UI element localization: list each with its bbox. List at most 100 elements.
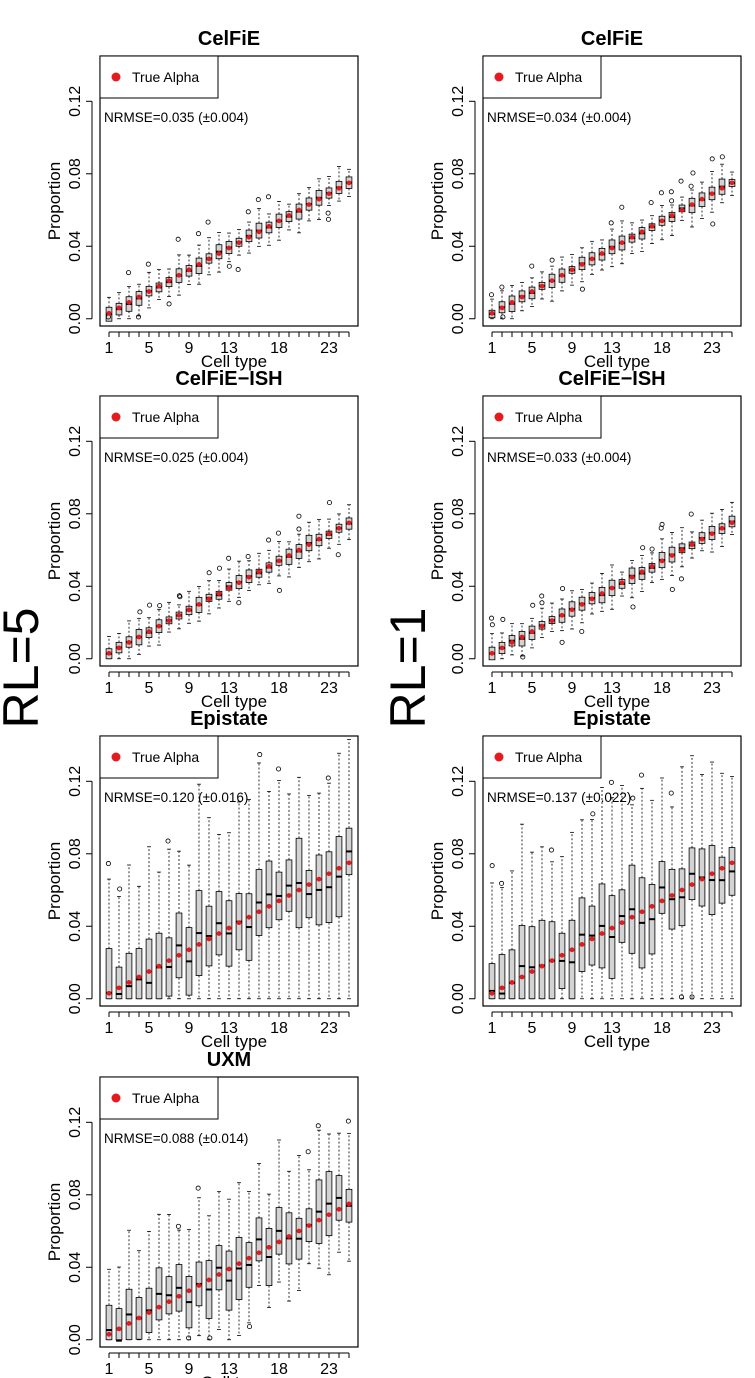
panel-2: CelFiE 0.00 0.04 0.08 0.12 Proportion 1 5 9 13 18 2… [428, 28, 742, 371]
box-cell-6 [538, 593, 546, 638]
true-alpha-point [509, 980, 515, 985]
true-alpha-point [729, 860, 735, 866]
true-alpha-point [579, 941, 585, 947]
x-axis-label: Cell type [201, 692, 267, 711]
box-cell-13 [225, 555, 233, 602]
box-cell-6 [538, 846, 546, 1000]
box-cell-12 [598, 239, 606, 271]
outlier [166, 301, 172, 307]
true-alpha-point [266, 1244, 272, 1250]
true-alpha-point [206, 936, 212, 942]
box-cell-6 [155, 871, 163, 1000]
box-cell-10 [195, 586, 203, 622]
nrmse-annotation: NRMSE=0.033 (±0.004) [487, 450, 631, 465]
legend-label: True Alpha [132, 749, 199, 765]
box-cell-5 [145, 602, 153, 647]
box-cell-11 [588, 240, 596, 275]
true-alpha-point [246, 574, 252, 580]
box-cell-5 [528, 851, 536, 1000]
box-cell-13 [225, 232, 233, 269]
true-alpha-point [116, 645, 122, 651]
box-cell-24 [718, 509, 726, 547]
box-cell-22 [315, 518, 323, 560]
y-tick-label: 0.00 [67, 643, 84, 674]
x-tick-label: 18 [653, 340, 671, 357]
panel-title: UXM [207, 1049, 251, 1071]
panel-title: Epistate [573, 708, 651, 730]
true-alpha-point [629, 914, 635, 920]
true-alpha-point [579, 261, 585, 267]
x-tick-label: 9 [185, 1361, 194, 1378]
box-cell-4 [135, 283, 143, 320]
y-tick-label: 0.12 [67, 766, 84, 797]
box-cell-1 [105, 1268, 113, 1341]
outlier [245, 209, 251, 215]
x-tick-label: 18 [270, 1361, 288, 1378]
box [145, 938, 153, 1000]
true-alpha-point [336, 1206, 342, 1212]
true-alpha-point [709, 871, 715, 877]
x-tick-label: 23 [320, 680, 338, 697]
true-alpha-point [679, 547, 685, 553]
true-alpha-point [166, 958, 172, 964]
box-cell-13 [225, 1198, 233, 1341]
true-alpha-point [236, 240, 242, 246]
true-alpha-point [186, 607, 192, 613]
box-cell-5 [145, 1231, 153, 1341]
legend-label: True Alpha [132, 409, 199, 425]
true-alpha-point [599, 931, 605, 936]
box [498, 954, 506, 1000]
plot-frame [482, 735, 742, 1007]
x-tick-label: 5 [145, 1361, 154, 1378]
true-alpha-point [729, 520, 735, 526]
box-cell-6 [538, 271, 546, 300]
true-alpha-point [639, 909, 645, 915]
x-tick-label: 13 [603, 680, 621, 697]
box-cell-14 [618, 204, 626, 265]
y-tick-label: 0.00 [67, 983, 84, 1014]
box-cell-23 [708, 156, 716, 227]
box-cell-9 [185, 254, 193, 285]
outlier [207, 1335, 213, 1341]
y-tick-label: 0.08 [67, 838, 84, 869]
y-tick-label: 0.04 [67, 1252, 84, 1283]
box-cell-20 [295, 776, 303, 1000]
true-alpha-point [306, 882, 312, 887]
y-axis: 0.00 0.04 0.08 0.12 Proportion [45, 766, 93, 1014]
box-cell-6 [155, 269, 163, 300]
true-alpha-point [519, 634, 525, 640]
true-alpha-point [206, 1277, 212, 1283]
outlier [175, 1223, 181, 1229]
outlier [719, 154, 725, 160]
box-cell-15 [628, 795, 636, 1000]
x-axis: 1 5 9 13 18 23 Cell type [488, 331, 733, 371]
box-cell-1 [488, 863, 496, 1000]
box-cell-14 [618, 571, 626, 597]
true-alpha-point [529, 289, 535, 294]
outlier [608, 779, 614, 785]
x-axis: 1 5 9 13 18 23 Cell type [105, 331, 350, 371]
true-alpha-point [226, 585, 232, 591]
outlier [630, 604, 636, 610]
true-alpha-point [529, 629, 535, 634]
box-cell-9 [185, 1228, 193, 1341]
outlier [217, 565, 223, 571]
true-alpha-point [226, 1266, 232, 1272]
true-alpha-point [679, 207, 685, 213]
box-cell-20 [295, 193, 303, 234]
outlier [499, 284, 505, 290]
nrmse-annotation: NRMSE=0.034 (±0.004) [487, 110, 631, 125]
box-cell-9 [185, 590, 193, 624]
true-alpha-point [699, 536, 705, 542]
box-cell-23 [325, 775, 333, 1000]
y-axis: 0.00 0.04 0.08 0.12 Proportion [45, 1107, 93, 1355]
true-alpha-point [346, 520, 352, 526]
true-alpha-point [599, 251, 605, 256]
box-cell-19 [285, 203, 293, 231]
box-cell-1 [488, 292, 496, 320]
boxplots [105, 739, 353, 1000]
true-alpha-point [689, 882, 695, 887]
outlier [206, 570, 212, 576]
true-alpha-point [286, 213, 292, 218]
